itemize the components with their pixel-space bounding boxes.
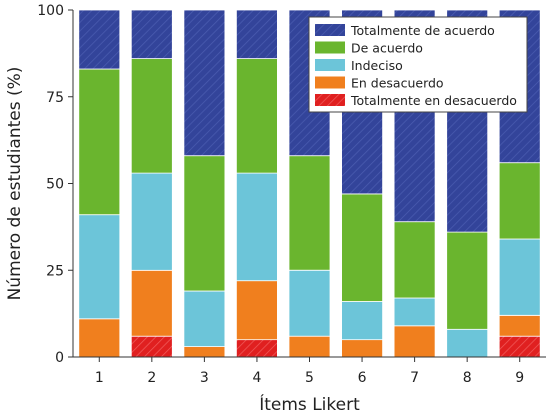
bar-segment-de-acuerdo-item-3	[183, 155, 226, 292]
bar-segment-indeciso-item-4	[235, 172, 278, 282]
legend-swatch-indeciso	[315, 59, 345, 71]
bar-segment-indeciso-item-9	[498, 238, 541, 316]
bar-segment-indeciso-item-5	[288, 269, 331, 337]
x-tick-label: 3	[200, 370, 209, 386]
legend-swatch-totalmente-en-desacuerdo	[315, 94, 345, 106]
bar-segment-de-acuerdo-item-9	[498, 162, 541, 240]
legend-label-indeciso: Indeciso	[351, 58, 403, 73]
legend-swatch-en-desacuerdo	[315, 76, 345, 89]
bar-segment-totalmente-en-desacuerdo-item-9	[498, 335, 541, 358]
bar-segment-totalmente-de-acuerdo-item-2	[130, 9, 173, 59]
y-tick-label: 25	[46, 263, 64, 279]
x-tick-label: 8	[463, 370, 472, 386]
x-tick-label: 7	[410, 370, 419, 386]
bar-segment-totalmente-de-acuerdo-item-4	[235, 9, 278, 59]
bar-segment-indeciso-item-1	[78, 214, 121, 320]
bar-segment-de-acuerdo-item-1	[78, 68, 121, 216]
bar-segment-totalmente-de-acuerdo-item-3	[183, 9, 226, 157]
legend-label-de-acuerdo: De acuerdo	[351, 41, 423, 56]
legend-label-en-desacuerdo: En desacuerdo	[351, 76, 444, 91]
bar-segment-en-desacuerdo-item-5	[288, 335, 331, 358]
bar-segment-totalmente-de-acuerdo-item-1	[78, 9, 121, 70]
bar-segment-en-desacuerdo-item-1	[78, 318, 121, 358]
bar-segment-indeciso-item-2	[130, 172, 173, 271]
legend: Totalmente de acuerdo De acuerdo Indeciso E…	[308, 16, 528, 113]
x-tick-label: 1	[95, 370, 104, 386]
bar-segment-totalmente-en-desacuerdo-item-4	[235, 339, 278, 358]
legend-box	[308, 16, 528, 113]
bar-segment-de-acuerdo-item-5	[288, 155, 331, 271]
y-axis-title: Número de estudiantes (%)	[5, 67, 25, 301]
legend-label-totalmente-en-desacuerdo: Totalmente en desacuerdo	[350, 93, 517, 108]
bar-segment-en-desacuerdo-item-2	[130, 269, 173, 337]
bar-segment-indeciso-item-7	[393, 297, 436, 327]
bar-segment-en-desacuerdo-item-3	[183, 346, 226, 358]
bar-segment-en-desacuerdo-item-4	[235, 280, 278, 341]
y-tick-label: 75	[46, 90, 64, 106]
bar-segment-en-desacuerdo-item-6	[341, 339, 384, 358]
x-tick-label: 5	[305, 370, 314, 386]
x-tick-label: 4	[252, 370, 261, 386]
legend-swatch-totalmente-de-acuerdo	[315, 24, 345, 36]
y-tick-label: 50	[46, 177, 64, 193]
bar-segment-de-acuerdo-item-4	[235, 58, 278, 174]
x-tick-label: 6	[358, 370, 367, 386]
bar-segment-en-desacuerdo-item-9	[498, 314, 541, 337]
bar-segment-de-acuerdo-item-2	[130, 58, 173, 174]
x-tick-label: 2	[147, 370, 156, 386]
x-tick-label: 9	[515, 370, 524, 386]
bar-segment-indeciso-item-3	[183, 290, 226, 348]
bar-segment-de-acuerdo-item-6	[341, 193, 384, 302]
bar-segment-indeciso-item-6	[341, 301, 384, 341]
bar-segment-de-acuerdo-item-8	[446, 231, 489, 330]
y-tick-label: 100	[37, 3, 64, 19]
y-tick-label: 0	[55, 350, 64, 366]
bar-segment-de-acuerdo-item-7	[393, 221, 436, 299]
legend-swatch-de-acuerdo	[315, 41, 345, 54]
legend-label-totalmente-de-acuerdo: Totalmente de acuerdo	[350, 23, 495, 38]
bar-segment-indeciso-item-8	[446, 328, 489, 358]
x-axis-title: Ítems Likert	[259, 393, 360, 415]
bar-segment-en-desacuerdo-item-7	[393, 325, 436, 358]
bar-segment-totalmente-en-desacuerdo-item-2	[130, 335, 173, 358]
axes: 0 25 50 75 100 1 2 3 4 5 6 7 8 9	[37, 3, 546, 386]
